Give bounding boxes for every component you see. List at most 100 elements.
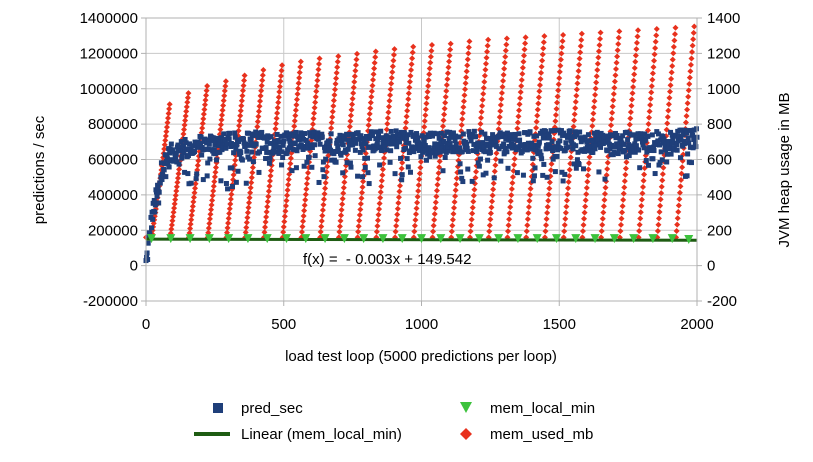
mem-used-point xyxy=(200,111,207,118)
mem-used-point xyxy=(423,100,430,107)
pred-sec-point xyxy=(687,127,693,133)
mem-used-point xyxy=(555,87,562,94)
mem-used-point xyxy=(498,96,505,103)
mem-used-point xyxy=(538,63,545,70)
mem-used-point xyxy=(543,222,550,229)
mem-used-point xyxy=(604,159,611,166)
mem-used-point xyxy=(520,58,527,65)
mem-used-point xyxy=(161,146,168,153)
pred-sec-point xyxy=(664,151,670,157)
y2-tick-label: 0 xyxy=(707,258,715,275)
pred-sec-point xyxy=(570,146,576,152)
pred-sec-point xyxy=(445,148,451,154)
mem-used-point xyxy=(672,24,679,31)
mem-used-point xyxy=(542,228,549,235)
pred-sec-point xyxy=(399,177,405,183)
mem-used-point xyxy=(265,188,272,195)
pred-sec-point xyxy=(686,140,692,146)
pred-sec-point xyxy=(464,141,470,147)
mem-used-point xyxy=(403,119,410,126)
pred-sec-point xyxy=(582,134,588,140)
pred-sec-point xyxy=(487,145,493,151)
pred-sec-point xyxy=(442,155,448,161)
mem-used-point xyxy=(173,188,180,195)
pred-sec-point xyxy=(684,130,690,136)
mem-used-point xyxy=(365,122,372,129)
pred-sec-point xyxy=(576,161,582,167)
mem-used-point xyxy=(559,38,566,45)
mem-used-point xyxy=(675,208,682,215)
pred-sec-point xyxy=(610,132,616,138)
pred-sec-point xyxy=(575,149,581,155)
pred-sec-point xyxy=(355,173,361,179)
pred-sec-point xyxy=(369,132,375,138)
mem-used-point xyxy=(573,92,580,99)
pred-sec-point xyxy=(323,143,329,149)
pred-sec-point xyxy=(590,149,596,155)
mem-used-point xyxy=(347,118,354,125)
mem-used-point xyxy=(442,93,449,100)
pred-sec-point xyxy=(204,173,210,179)
mem-used-point xyxy=(412,211,419,218)
mem-local-min-point xyxy=(397,234,407,244)
mem-used-point xyxy=(651,57,658,64)
pred-sec-point xyxy=(363,141,369,147)
mem-used-point xyxy=(636,228,643,235)
mem-used-point xyxy=(639,190,646,197)
pred-sec-point xyxy=(352,147,358,153)
mem-used-point xyxy=(170,209,177,216)
pred-sec-point xyxy=(166,164,172,170)
mem-used-point xyxy=(182,117,189,124)
pred-sec-point xyxy=(181,149,187,155)
mem-used-point xyxy=(667,82,674,89)
mem-used-point xyxy=(426,71,433,78)
mem-used-point xyxy=(666,94,673,101)
pred-sec-point xyxy=(260,145,266,151)
mem-used-point xyxy=(444,76,451,83)
pred-sec-point xyxy=(152,209,158,215)
pred-sec-point xyxy=(550,156,556,162)
pred-sec-point xyxy=(475,160,481,166)
mem-used-point xyxy=(201,101,208,108)
mem-used-point xyxy=(505,222,512,229)
pred-sec-point xyxy=(413,144,419,150)
mem-used-point xyxy=(508,192,515,199)
pred-sec-point xyxy=(191,149,197,155)
pred-sec-point xyxy=(679,127,685,133)
pred-sec-point xyxy=(663,141,669,147)
mem-used-point xyxy=(669,63,676,70)
pred-sec-point xyxy=(605,137,611,143)
pred-sec-point xyxy=(220,137,226,143)
mem-used-point xyxy=(541,33,548,40)
mem-local-min-point xyxy=(243,234,253,244)
mem-used-point xyxy=(631,71,638,78)
mem-used-point xyxy=(646,108,653,115)
mem-used-point xyxy=(689,49,696,56)
pred-sec-point xyxy=(614,132,620,138)
mem-used-point xyxy=(300,212,307,219)
pred-sec-point xyxy=(674,147,680,153)
mem-used-point xyxy=(275,99,282,106)
pred-sec-point xyxy=(422,142,428,148)
pred-sec-point xyxy=(234,142,240,148)
pred-sec-point xyxy=(516,131,522,137)
pred-sec-point xyxy=(499,131,505,137)
mem-used-point xyxy=(469,204,476,211)
pred-sec-point xyxy=(669,132,675,138)
pred-sec-point xyxy=(482,149,488,155)
pred-sec-point xyxy=(505,165,511,171)
x-axis-label: load test loop (5000 predictions per loo… xyxy=(285,348,557,365)
mem-used-point xyxy=(611,78,618,85)
mem-used-point xyxy=(389,63,396,70)
mem-used-point xyxy=(172,192,179,199)
pred-sec-point xyxy=(227,130,233,136)
pred-sec-point xyxy=(664,159,670,165)
y2-tick-label: 1200 xyxy=(707,45,740,62)
mem-used-point xyxy=(336,228,343,235)
mem-used-point xyxy=(237,112,244,119)
pred-sec-point xyxy=(530,155,536,161)
pred-sec-point xyxy=(304,140,310,146)
mem-used-point xyxy=(602,184,609,191)
mem-used-point xyxy=(278,67,285,74)
mem-used-point xyxy=(590,110,597,117)
